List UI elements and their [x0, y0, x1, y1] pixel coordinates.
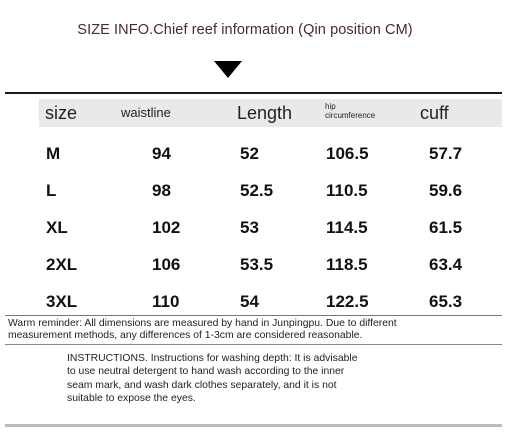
cell-size: L — [46, 181, 57, 200]
cell-size: 3XL — [46, 292, 78, 311]
header-waistline: waistline — [121, 105, 171, 120]
cell-hip: 114.5 — [326, 218, 368, 237]
table-row: L 98 52.5 110.5 59.6 — [0, 181, 510, 205]
bottom-divider — [5, 424, 502, 427]
cell-length: 53 — [240, 218, 259, 237]
cell-waistline: 102 — [152, 218, 181, 237]
cell-waistline: 98 — [152, 181, 171, 200]
cell-cuff: 57.7 — [429, 144, 463, 163]
header-hip-line2: circumference — [325, 111, 376, 120]
header-cuff: cuff — [420, 103, 449, 123]
cell-length: 52 — [240, 144, 259, 163]
header-length: Length — [237, 103, 293, 123]
reminder-line: measurement methods, any differences of … — [8, 330, 363, 341]
table-row: 3XL 110 54 122.5 65.3 — [0, 292, 510, 316]
cell-cuff: 65.3 — [429, 292, 463, 311]
cell-size: XL — [46, 218, 68, 237]
table-row: 2XL 106 53.5 118.5 63.4 — [0, 255, 510, 279]
cell-cuff: 59.6 — [429, 181, 463, 200]
cell-hip: 122.5 — [326, 292, 369, 311]
instructions-line: to use neutral detergent to hand wash ac… — [67, 366, 345, 378]
down-arrow-icon — [214, 61, 242, 78]
reminder-divider — [5, 344, 502, 345]
page-title: SIZE INFO.Chief reef information (Qin po… — [77, 22, 413, 38]
header-hip-line1: hip — [325, 102, 336, 111]
table-bottom-divider — [5, 315, 502, 316]
cell-waistline: 110 — [152, 292, 180, 311]
cell-length: 54 — [240, 292, 259, 311]
cell-waistline: 106 — [152, 255, 181, 274]
cell-hip: 110.5 — [326, 181, 368, 200]
reminder-line: Warm reminder: All dimensions are measur… — [8, 318, 397, 329]
header-hip-circumference: hip circumference — [325, 102, 375, 120]
cell-cuff: 61.5 — [429, 218, 463, 237]
cell-length: 53.5 — [240, 255, 274, 274]
cell-waistline: 94 — [152, 144, 171, 163]
top-divider — [5, 92, 502, 94]
cell-hip: 106.5 — [326, 144, 369, 163]
cell-cuff: 63.4 — [429, 255, 463, 274]
table-row: XL 102 53 114.5 61.5 — [0, 218, 510, 242]
instructions-line: INSTRUCTIONS. Instructions for washing d… — [67, 353, 358, 364]
cell-size: M — [46, 144, 61, 163]
instructions-line: suitable to expose the eyes. — [67, 392, 196, 404]
cell-length: 52.5 — [240, 181, 274, 200]
cell-hip: 118.5 — [326, 255, 368, 274]
warm-reminder: Warm reminder: All dimensions are measur… — [8, 318, 505, 342]
cell-size: 2XL — [46, 255, 78, 274]
instructions-line: seam mark, and wash dark clothes separat… — [67, 379, 337, 391]
header-size: size — [45, 103, 78, 123]
washing-instructions: INSTRUCTIONS. Instructions for washing d… — [67, 352, 447, 405]
table-header — [39, 99, 502, 127]
table-row: M 94 52 106.5 57.7 — [0, 144, 510, 168]
